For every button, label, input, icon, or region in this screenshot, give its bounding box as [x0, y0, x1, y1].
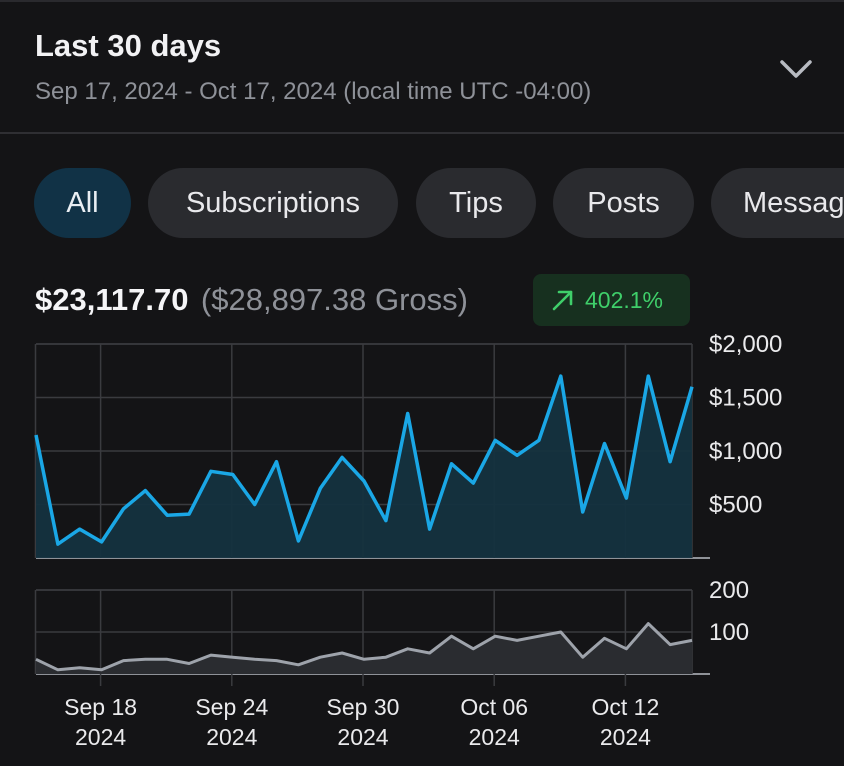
tab-messages[interactable]: Messages	[711, 168, 844, 238]
x-tick-label: Oct 06	[460, 694, 528, 720]
change-percent: 402.1%	[585, 287, 664, 313]
tab-label: Subscriptions	[185, 187, 361, 219]
date-range-header[interactable]: Last 30 days Sep 17, 2024 - Oct 17, 2024…	[0, 0, 844, 134]
date-range-text: Sep 17, 2024 - Oct 17, 2024 (local time …	[35, 78, 592, 105]
x-tick-label: Oct 12	[592, 694, 660, 720]
y-tick-label: $1,500	[709, 385, 782, 412]
page-title: Last 30 days	[35, 28, 222, 63]
x-tick-label: 2024	[75, 724, 126, 750]
earnings-chart: $2,000 $1,500 $1,000 $500 200 100 Sep 18 2024 Se…	[34, 331, 782, 750]
y-tick-label: 200	[709, 577, 749, 604]
trend-up-arrow-icon	[552, 290, 573, 311]
y-tick-label: $1,000	[709, 438, 782, 465]
chevron-down-icon[interactable]	[776, 50, 816, 90]
top-divider	[0, 0, 844, 2]
x-tick-label: 2024	[206, 724, 257, 750]
tab-posts[interactable]: Posts	[553, 168, 694, 238]
tab-label: All	[66, 187, 99, 219]
tab-label: Messages	[743, 187, 844, 219]
tab-tips[interactable]: Tips	[416, 168, 536, 238]
count-area	[36, 623, 692, 674]
x-tick-label: Sep 30	[327, 694, 400, 720]
x-tick-label: 2024	[469, 724, 520, 750]
tab-label: Tips	[449, 187, 503, 219]
change-badge: 402.1%	[533, 274, 690, 326]
gross-earnings: ($28,897.38 Gross)	[200, 282, 468, 317]
y-tick-label: $500	[709, 492, 762, 519]
y-tick-label: 100	[709, 619, 749, 646]
x-tick-label: 2024	[337, 724, 388, 750]
y-tick-label: $2,000	[709, 331, 782, 358]
net-earnings: $23,117.70	[35, 282, 189, 317]
earnings-area	[36, 376, 692, 558]
x-tick-label: Sep 24	[195, 694, 268, 720]
tab-all[interactable]: All	[34, 168, 131, 238]
tab-label: Posts	[587, 187, 660, 219]
earnings-summary: $23,117.70 ($28,897.38 Gross)	[35, 282, 468, 322]
x-tick-label: Sep 18	[64, 694, 137, 720]
x-tick-label: 2024	[600, 724, 651, 750]
filter-tabs: All Subscriptions Tips Posts Messages	[0, 168, 844, 240]
tab-subscriptions[interactable]: Subscriptions	[148, 168, 398, 238]
